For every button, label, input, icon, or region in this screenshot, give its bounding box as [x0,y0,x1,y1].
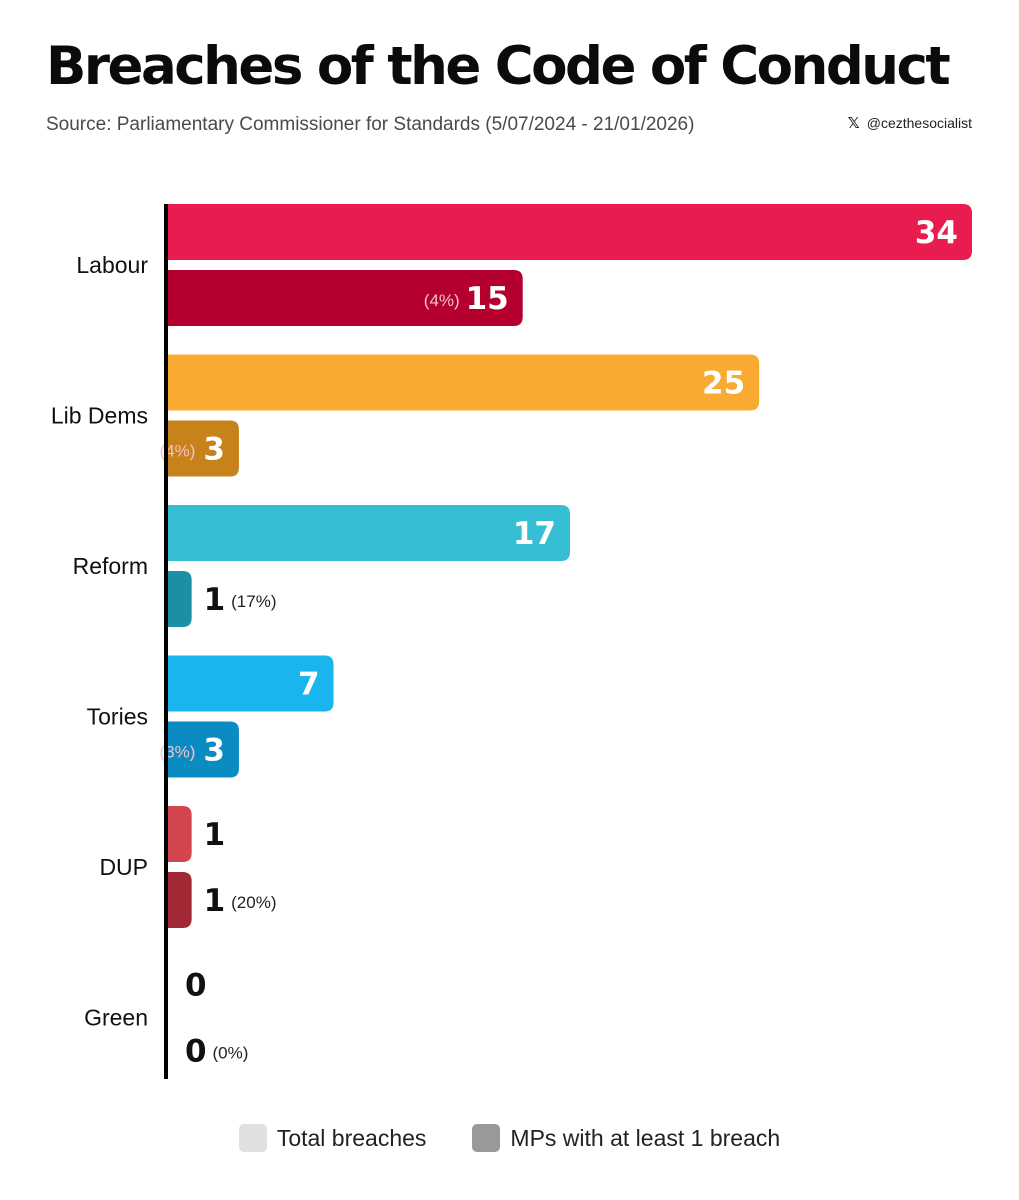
chart-legend: Total breaches MPs with at least 1 breac… [0,1124,1019,1152]
value-label: 1 [204,883,226,919]
bar-mps [168,721,239,778]
category-label: Green [84,1005,148,1031]
value-label: 17 [513,516,556,552]
chart-subtitle: Source: Parliamentary Commissioner for S… [46,114,695,135]
category-label: DUP [99,854,148,880]
percent-label: (20%) [231,893,276,912]
bar-total [168,655,334,712]
value-label: 7 [298,667,320,703]
value-label: 3 [203,733,225,769]
x-logo-icon: 𝕏 [847,114,860,132]
value-label: 25 [702,366,745,402]
value-label: 1 [204,817,226,853]
handle-text: @cezthesocialist [866,115,972,131]
bar-total [168,505,570,561]
bar-mps [168,872,192,928]
value-label: 1 [204,582,226,618]
bar-mps [168,270,523,326]
category-label: Reform [73,553,148,579]
legend-item-mps: MPs with at least 1 breach [472,1124,780,1152]
value-label: 0 [185,968,207,1004]
percent-label: (0%) [213,1044,249,1063]
bar-mps [168,571,192,627]
legend-swatch-mps [472,1124,501,1152]
author-handle[interactable]: 𝕏 @cezthesocialist [848,114,972,132]
percent-label: (17%) [231,592,276,611]
value-label: 15 [466,281,509,317]
percent-label: (3%) [160,743,196,762]
category-label: Lib Dems [51,403,148,429]
legend-label-mps: MPs with at least 1 breach [510,1124,781,1151]
value-label: 0 [185,1034,207,1070]
value-label: 34 [915,215,958,251]
category-label: Tories [87,704,148,730]
legend-swatch-total [238,1124,267,1152]
bar-total [168,354,760,411]
bar-total [168,204,972,260]
category-label: Labour [76,252,148,278]
legend-label-total: Total breaches [276,1124,427,1151]
bar-mps [168,420,239,477]
bar-total [168,806,192,862]
page-title: Breaches of the Code of Conduct [46,36,951,97]
percent-label: (4%) [424,291,460,310]
legend-item-total: Total breaches [238,1124,427,1152]
percent-label: (4%) [160,442,196,461]
value-label: 3 [203,432,225,468]
